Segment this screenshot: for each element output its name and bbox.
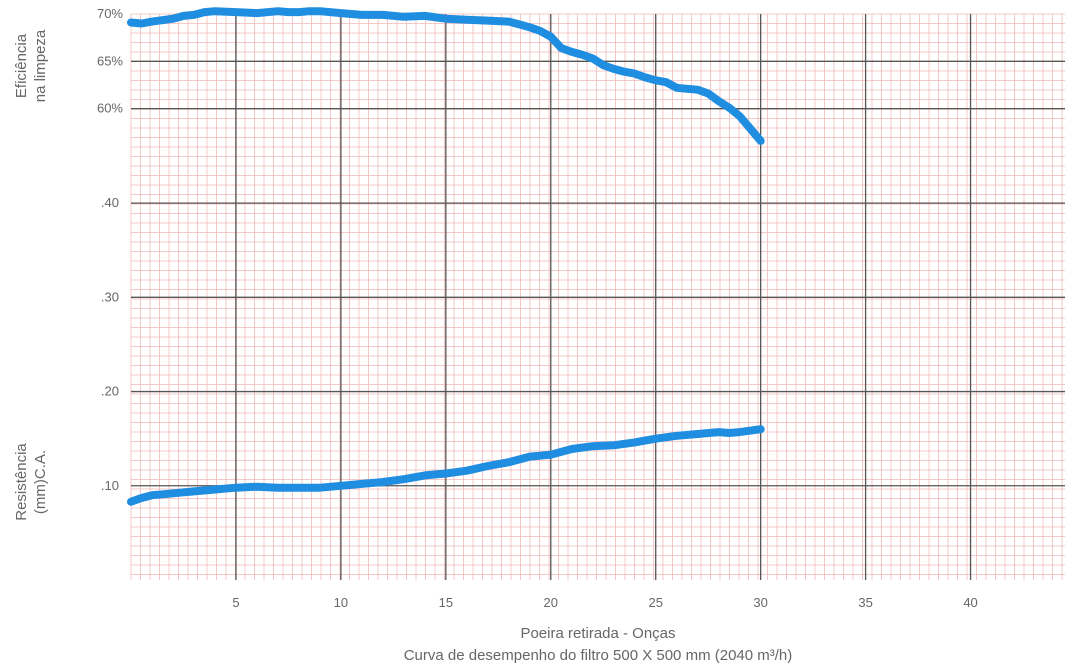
resistance-series-line (127, 425, 765, 506)
upper-y-tick-label: 65% (97, 53, 123, 68)
upper-y-axis-ticks: 60% 65% 70% (97, 6, 123, 116)
lower-y-axis-ticks: .10 .20 .30 .40 (101, 195, 119, 493)
upper-ylabel-line-2: na limpeza (32, 29, 49, 102)
lower-ylabel-line-1: Resistência (13, 443, 30, 521)
chart-caption: Curva de desempenho do filtro 500 X 500 … (404, 647, 793, 664)
x-tick-label: 25 (648, 595, 662, 610)
lower-ylabel-line-2: (mm)C.A. (32, 450, 49, 514)
lower-y-tick-label: .40 (101, 195, 119, 210)
x-axis-label: Poeira retirada - Onças (520, 625, 675, 642)
lower-y-tick-label: .10 (101, 478, 119, 493)
x-tick-label: 40 (963, 595, 977, 610)
series-layer (127, 7, 765, 506)
x-tick-label: 35 (858, 595, 872, 610)
x-tick-label: 10 (334, 595, 348, 610)
x-tick-label: 20 (544, 595, 558, 610)
upper-y-tick-label: 70% (97, 6, 123, 21)
efficiency-series-line (127, 7, 765, 145)
x-axis-ticks: 5 10 15 20 25 30 35 40 (232, 595, 977, 610)
lower-y-tick-label: .20 (101, 384, 119, 399)
upper-y-tick-label: 60% (97, 101, 123, 116)
upper-ylabel-line-1: Eficiência (13, 33, 30, 98)
major-grid (131, 14, 1065, 580)
x-tick-label: 15 (439, 595, 453, 610)
x-tick-label: 5 (232, 595, 239, 610)
lower-y-tick-label: .30 (101, 289, 119, 304)
x-tick-label: 30 (753, 595, 767, 610)
